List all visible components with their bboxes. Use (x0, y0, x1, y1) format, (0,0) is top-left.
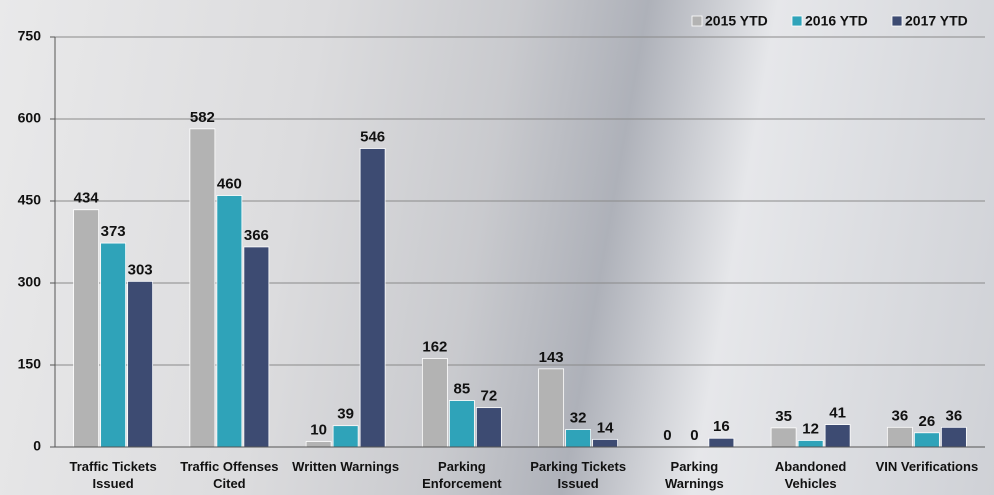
bar (709, 438, 734, 447)
bar (476, 408, 501, 447)
data-label: 41 (829, 405, 846, 422)
data-label: 0 (663, 427, 671, 444)
chart-container: 0 150 300 450 600 750 434373 303 582 460 366 10 39 54… (0, 0, 994, 495)
bar (887, 427, 912, 447)
data-label: 16 (713, 418, 730, 435)
data-label: 14 (597, 419, 614, 436)
data-label: 36 (892, 407, 909, 424)
legend-label: 2015 YTD (705, 13, 768, 29)
y-tick-label: 150 (18, 356, 42, 372)
data-label: 143 (539, 349, 564, 366)
x-tick-label: Parking Tickets Issued (524, 458, 632, 492)
legend-swatch (692, 16, 702, 26)
legend-label: 2016 YTD (805, 13, 868, 29)
data-label: 36 (946, 407, 963, 424)
data-label: 35 (775, 408, 792, 425)
x-tick-label: Traffic Tickets Issued (59, 458, 167, 492)
data-label: 26 (919, 413, 936, 430)
bar (101, 243, 126, 447)
bar (771, 428, 796, 447)
y-tick-label: 300 (18, 274, 42, 290)
data-label: 72 (481, 388, 498, 405)
y-tick-label: 450 (18, 192, 42, 208)
x-tick-label: Written Warnings (292, 458, 400, 475)
data-label: 366 (244, 227, 269, 244)
chart: 0 150 300 450 600 750 434373 303 582 460 366 10 39 54… (0, 0, 994, 495)
bar (74, 210, 99, 447)
bar (217, 196, 242, 447)
x-tick-label: Abandoned Vehicles (757, 458, 865, 492)
data-label: 32 (570, 409, 587, 426)
y-tick-label: 0 (33, 438, 41, 454)
data-label: 12 (802, 420, 819, 437)
x-tick-label: Parking Enforcement (408, 458, 516, 492)
legend-swatch (892, 16, 902, 26)
data-label: 460 (217, 176, 242, 193)
data-label: 303 (128, 261, 153, 278)
bar (128, 281, 153, 447)
bar (798, 440, 823, 447)
x-tick-label: Parking Warnings (640, 458, 748, 492)
bar (422, 358, 447, 447)
bar (566, 430, 591, 447)
data-label: 85 (454, 381, 471, 398)
bar (593, 439, 618, 447)
legend-swatch (792, 16, 802, 26)
data-label: 39 (337, 406, 354, 423)
bar (825, 425, 850, 447)
bar (539, 369, 564, 447)
bar (333, 426, 358, 447)
data-label: 546 (360, 128, 385, 145)
x-tick-label: VIN Verifications (873, 458, 981, 475)
bar (244, 247, 269, 447)
x-tick-label: Traffic Offenses Cited (175, 458, 283, 492)
bar (360, 149, 385, 447)
data-label: 373 (101, 223, 126, 240)
data-label: 582 (190, 109, 215, 126)
data-label: 0 (690, 427, 698, 444)
legend-label: 2017 YTD (905, 13, 968, 29)
data-label: 10 (310, 422, 327, 439)
y-tick-label: 600 (18, 110, 42, 126)
data-label: 162 (422, 338, 447, 355)
y-tick-label: 750 (18, 28, 42, 44)
bar (449, 401, 474, 447)
bar (914, 433, 939, 447)
data-label: 434 (74, 190, 100, 207)
bar (190, 129, 215, 447)
bar (941, 427, 966, 447)
bar (306, 442, 331, 447)
